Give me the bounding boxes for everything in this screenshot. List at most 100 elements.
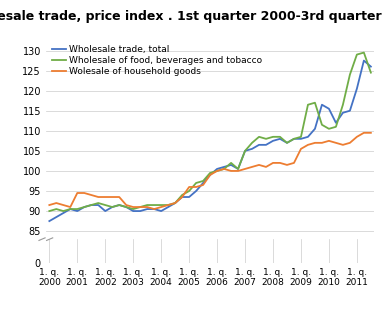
Wholesale of food, beverages and tobacco [159,203,163,207]
Wholesale trade, total [306,135,310,139]
Wholesale of food, beverages and tobacco [222,167,227,171]
Wholesale trade, total [201,181,206,185]
Wolesale of household goods [201,183,206,187]
Wolesale of household goods [215,169,219,173]
Wholesale of food, beverages and tobacco [173,201,178,205]
Wolesale of household goods [312,141,317,145]
Wholesale trade, total [194,189,198,193]
Wholesale of food, beverages and tobacco [354,53,359,56]
Wolesale of household goods [61,203,66,207]
Wolesale of household goods [243,167,247,171]
Wholesale trade, total [362,59,366,63]
Wolesale of household goods [173,201,178,205]
Wholesale of food, beverages and tobacco [278,135,282,139]
Wholesale of food, beverages and tobacco [194,181,198,185]
Wholesale of food, beverages and tobacco [285,141,289,145]
Wholesale of food, beverages and tobacco [103,203,108,207]
Wholesale of food, beverages and tobacco [243,149,247,153]
Wholesale of food, beverages and tobacco [124,205,128,209]
Wolesale of household goods [187,185,191,189]
Wolesale of household goods [250,165,254,169]
Wholesale of food, beverages and tobacco [47,209,52,213]
Text: Wholesale trade, price index . 1st quarter 2000-3rd quarter 2011: Wholesale trade, price index . 1st quart… [0,10,382,22]
Wholesale trade, total [117,203,121,207]
Wholesale trade, total [285,141,289,145]
Wolesale of household goods [75,191,79,195]
Wholesale trade, total [54,215,58,219]
Wholesale of food, beverages and tobacco [145,203,149,207]
Wolesale of household goods [271,161,275,165]
Wolesale of household goods [152,207,157,211]
Wholesale of food, beverages and tobacco [292,137,296,141]
Wholesale of food, beverages and tobacco [369,71,373,74]
Line: Wholesale of food, beverages and tobacco: Wholesale of food, beverages and tobacco [49,53,371,211]
Wolesale of household goods [180,195,185,199]
Wholesale of food, beverages and tobacco [306,103,310,107]
Wholesale of food, beverages and tobacco [89,203,94,207]
Wolesale of household goods [348,141,352,145]
Wolesale of household goods [285,163,289,167]
Wolesale of household goods [54,201,58,205]
Wholesale trade, total [348,109,352,113]
Wholesale trade, total [236,167,240,171]
Wholesale trade, total [61,211,66,215]
Wholesale of food, beverages and tobacco [138,205,142,209]
Wholesale trade, total [215,167,219,171]
Wholesale of food, beverages and tobacco [82,205,87,209]
Wholesale of food, beverages and tobacco [264,137,268,141]
Wholesale trade, total [312,127,317,131]
Wholesale trade, total [82,205,87,209]
Wholesale trade, total [173,201,178,205]
Wholesale trade, total [145,207,149,211]
Wholesale of food, beverages and tobacco [180,193,185,197]
Wholesale trade, total [333,121,338,125]
Wholesale of food, beverages and tobacco [348,73,352,77]
Wolesale of household goods [159,205,163,209]
Wolesale of household goods [166,203,170,207]
Wholesale trade, total [299,137,303,141]
Line: Wolesale of household goods: Wolesale of household goods [49,133,371,209]
Wholesale of food, beverages and tobacco [215,169,219,173]
Wolesale of household goods [222,167,227,171]
Wolesale of household goods [82,191,87,195]
Wholesale trade, total [369,65,373,68]
Wholesale trade, total [68,207,73,211]
Wolesale of household goods [96,195,100,199]
Wolesale of household goods [341,143,345,147]
Wholesale trade, total [222,165,227,169]
Wholesale of food, beverages and tobacco [333,125,338,129]
Wolesale of household goods [103,195,108,199]
Wholesale trade, total [75,209,79,213]
Wholesale trade, total [208,173,212,177]
Wolesale of household goods [131,205,136,209]
Wholesale of food, beverages and tobacco [299,135,303,139]
Wholesale of food, beverages and tobacco [166,203,170,207]
Wholesale of food, beverages and tobacco [131,207,136,211]
Wholesale of food, beverages and tobacco [208,171,212,175]
Wholesale of food, beverages and tobacco [61,209,66,213]
Wolesale of household goods [68,205,73,209]
Wholesale of food, beverages and tobacco [341,103,345,107]
Wholesale trade, total [180,195,185,199]
Wholesale trade, total [243,149,247,153]
Wholesale trade, total [103,209,108,213]
Wholesale trade, total [229,163,233,167]
Wholesale trade, total [250,147,254,151]
Wolesale of household goods [299,147,303,151]
Wolesale of household goods [208,173,212,177]
Wolesale of household goods [354,135,359,139]
Wholesale trade, total [320,103,324,107]
Wholesale trade, total [89,203,94,207]
Wolesale of household goods [278,161,282,165]
Wholesale trade, total [327,107,331,111]
Wholesale of food, beverages and tobacco [257,135,261,139]
Wolesale of household goods [257,163,261,167]
Wholesale of food, beverages and tobacco [312,101,317,105]
Line: Wholesale trade, total: Wholesale trade, total [49,61,371,221]
Wholesale of food, beverages and tobacco [271,135,275,139]
Wholesale trade, total [110,205,115,209]
Wholesale of food, beverages and tobacco [68,207,73,211]
Wholesale of food, beverages and tobacco [236,167,240,171]
Wolesale of household goods [229,169,233,173]
Wholesale trade, total [166,205,170,209]
